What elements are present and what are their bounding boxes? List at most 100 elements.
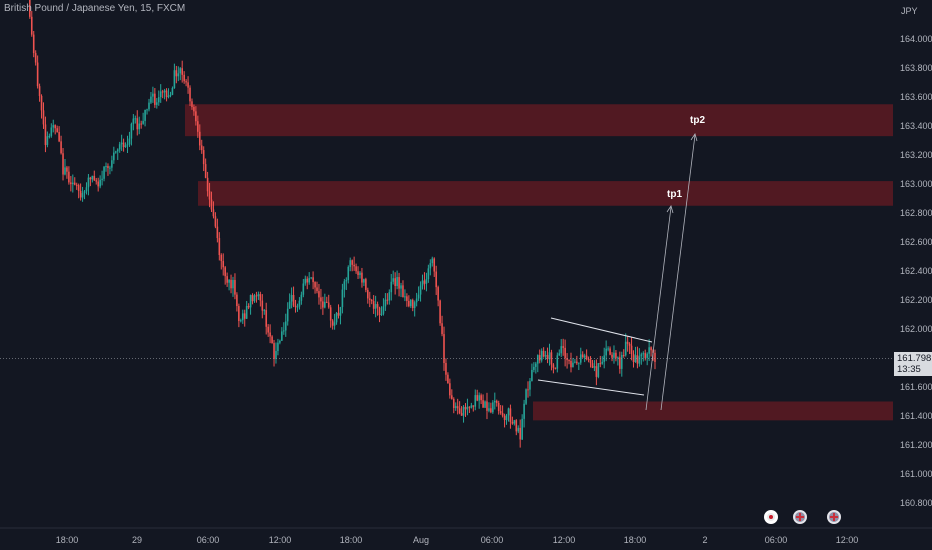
candle <box>93 170 96 181</box>
candle <box>581 351 584 358</box>
candle <box>572 357 574 368</box>
candle <box>66 165 68 179</box>
candle-body <box>562 346 564 348</box>
candle-body <box>382 306 385 314</box>
candle-body <box>564 347 566 358</box>
candle-body <box>439 300 441 324</box>
candle <box>632 350 635 368</box>
candle <box>503 413 506 428</box>
candle <box>265 302 268 335</box>
candle-body <box>394 278 396 287</box>
candle <box>189 85 191 106</box>
candle <box>114 150 117 154</box>
price-axis[interactable]: JPY 164.000 163.800 163.600 163.400 163.200 16… <box>900 6 932 508</box>
candle <box>579 347 582 365</box>
candle-body <box>275 350 277 360</box>
candle-body <box>281 331 283 341</box>
candle-body <box>464 406 467 410</box>
candle-body <box>536 355 539 364</box>
candle-body <box>544 355 547 357</box>
candle-body <box>347 266 350 281</box>
candle <box>599 355 602 368</box>
flag-lower-trendline[interactable] <box>537 379 645 396</box>
candle <box>458 401 461 415</box>
candle-body <box>29 0 31 17</box>
candle-body <box>171 88 174 95</box>
candle <box>351 259 353 272</box>
economic-event-uk-icon[interactable] <box>827 510 841 524</box>
candle <box>437 285 439 307</box>
trend-drawings[interactable]: tp1 tp2 <box>537 115 705 411</box>
candle-body <box>349 260 352 267</box>
tp2-projection-line[interactable] <box>660 134 696 411</box>
candle-body <box>257 294 260 297</box>
candle-body <box>378 307 381 315</box>
candle <box>548 343 551 366</box>
candle-body <box>325 301 328 303</box>
candle <box>368 291 371 308</box>
candle <box>99 175 101 189</box>
candle-body <box>30 16 33 35</box>
candle-body <box>357 271 359 276</box>
candle <box>58 126 60 143</box>
candle <box>374 295 377 318</box>
candle-body <box>136 118 139 130</box>
candle <box>284 313 287 337</box>
flag-upper-trendline[interactable] <box>550 317 653 343</box>
candle-body <box>255 295 258 297</box>
candle <box>415 292 418 307</box>
candle-body <box>224 267 226 277</box>
candle-body <box>411 299 414 309</box>
candle-body <box>177 73 180 77</box>
candle <box>228 279 230 291</box>
candle <box>261 294 264 319</box>
economic-event-japan-icon[interactable] <box>764 510 778 524</box>
time-tick-label: 18:00 <box>340 535 363 545</box>
candle <box>169 91 172 98</box>
candle <box>103 166 105 182</box>
candle-body <box>267 326 269 333</box>
candle-body <box>208 191 211 200</box>
candle-body <box>441 323 443 335</box>
candle <box>585 349 588 361</box>
candle-body <box>62 153 64 175</box>
supply-demand-zones <box>185 104 893 421</box>
candle-body <box>79 190 82 198</box>
candle-body <box>40 95 43 111</box>
candle <box>367 287 369 304</box>
candle <box>247 303 250 310</box>
candle-body <box>595 366 598 377</box>
candle <box>544 350 547 360</box>
candle <box>355 263 357 274</box>
candle <box>341 283 344 314</box>
candle-body <box>509 408 512 422</box>
candle <box>124 142 127 148</box>
candle <box>216 218 219 243</box>
candle <box>456 398 459 415</box>
candle <box>339 306 342 325</box>
candle-body <box>154 93 156 105</box>
candle <box>564 339 566 367</box>
tp2-label: tp2 <box>690 115 705 126</box>
candle-body <box>300 294 303 301</box>
candle <box>71 174 74 193</box>
economic-event-uk-icon[interactable] <box>793 510 807 524</box>
candle <box>480 393 482 405</box>
candle <box>325 296 328 304</box>
candle <box>156 98 158 109</box>
candle <box>257 291 260 300</box>
candle-body <box>298 300 301 307</box>
candle-body <box>445 363 447 375</box>
candle <box>556 352 559 373</box>
candle <box>538 349 541 364</box>
candle-body <box>443 334 445 364</box>
candle <box>636 346 639 369</box>
candle <box>570 352 572 373</box>
candle-body <box>634 355 637 363</box>
time-axis[interactable]: 18:00 29 06:00 12:00 18:00 Aug 06:00 12:00 18:00… <box>56 535 859 545</box>
price-tick-label: 162.200 <box>900 295 932 305</box>
candle <box>566 353 568 369</box>
candle-body <box>81 193 84 198</box>
tp1-projection-line[interactable] <box>645 206 672 411</box>
